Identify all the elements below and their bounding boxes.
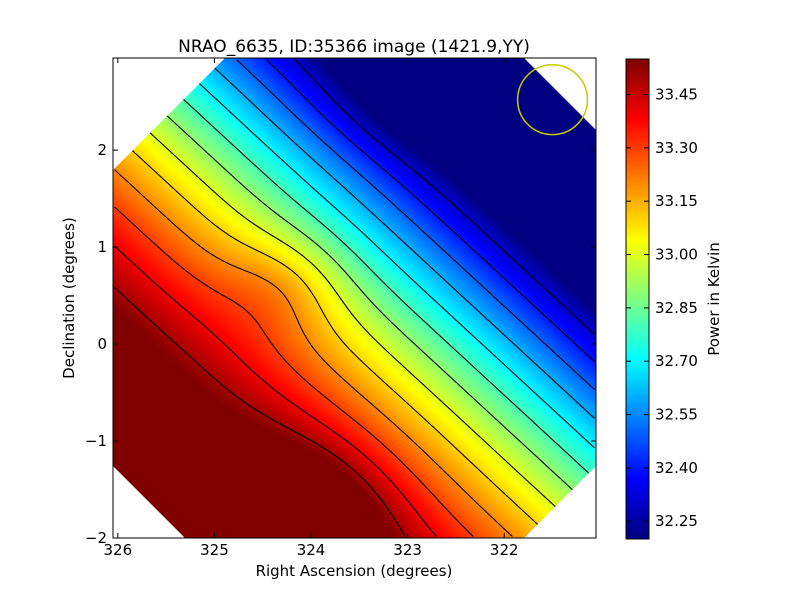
contour-level-10: [114, 206, 474, 537]
contour-level-9: [114, 169, 513, 537]
colorbar-tick-label: 32.85: [655, 299, 698, 317]
colorbar: 32.25 32.40 32.55 32.70 32.85 33.00 33.15 33.30…: [625, 58, 723, 540]
colorbar-tick-label: 33.00: [655, 246, 698, 264]
y-tick-label: 1: [97, 238, 107, 256]
contour-level-0: [294, 59, 595, 335]
colorbar-tick-label: 33.45: [655, 86, 698, 104]
colorbar-tick-label: 33.30: [655, 139, 698, 157]
colorbar-label: Power in Kelvin: [705, 242, 723, 356]
plot-frame: [112, 57, 597, 539]
colorbar-tick-label: 32.25: [655, 512, 698, 530]
contour-lines: [114, 59, 595, 537]
contour-level-1: [265, 59, 595, 363]
y-tick-label: −1: [85, 432, 107, 450]
beam-circle-marker: [516, 64, 589, 136]
chart-title: NRAO_6635, ID:35366 image (1421.9,YY): [178, 37, 530, 57]
contour-level-12: [114, 287, 406, 537]
x-tick-label: 322: [490, 541, 519, 559]
colorbar-ticks: 32.25 32.40 32.55 32.70 32.85 33.00 33.15 33.30…: [626, 86, 698, 530]
colorbar-gradient: [626, 59, 649, 539]
colorbar-tick-label: 32.55: [655, 406, 698, 424]
heatmap-image: [113, 58, 596, 538]
x-axis-label: Right Ascension (degrees): [256, 562, 453, 580]
y-axis-label: Declination (degrees): [60, 217, 78, 379]
colorbar-frame: [625, 58, 650, 540]
y-tick-label: 0: [97, 335, 107, 353]
y-tick-label: −2: [85, 529, 107, 547]
x-tick-label: 326: [104, 541, 133, 559]
colorbar-tick-label: 33.15: [655, 192, 698, 210]
x-tick-label: 324: [297, 541, 326, 559]
y-axis-ticks: −2 −1 0 1 2: [85, 141, 596, 547]
y-tick-label: 2: [97, 141, 107, 159]
plot-area: 326 325 324 323 322 −2 −1 0 1 2: [85, 57, 597, 559]
colorbar-tick-label: 32.40: [655, 459, 698, 477]
colorbar-tick-label: 32.70: [655, 352, 698, 370]
contour-level-2: [236, 59, 595, 390]
x-axis-ticks: 326 325 324 323 322: [104, 58, 519, 559]
x-tick-label: 325: [200, 541, 229, 559]
x-tick-label: 323: [393, 541, 422, 559]
